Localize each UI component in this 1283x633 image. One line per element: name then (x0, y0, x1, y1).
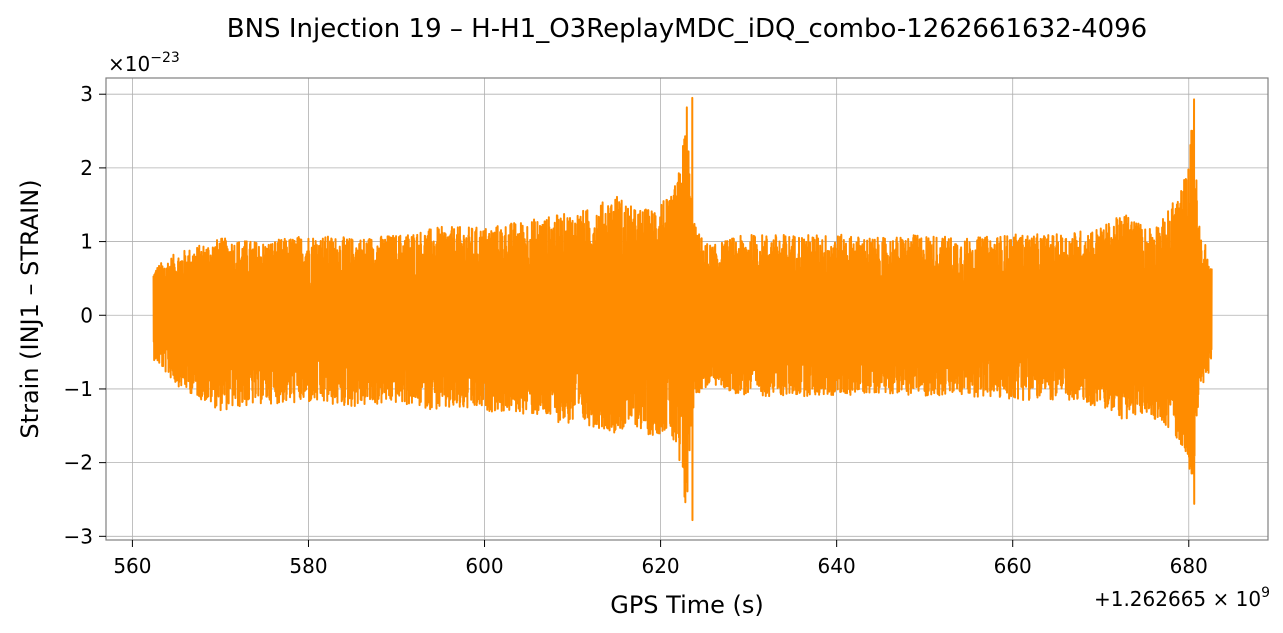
x-tick-label: 680 (1170, 554, 1208, 578)
x-tick-label: 620 (641, 554, 679, 578)
y-tick-label: 0 (80, 303, 93, 327)
y-tick-label: 2 (80, 156, 93, 180)
y-tick-label: −3 (64, 524, 93, 548)
x-offset-label: +1.262665 × 109 (1094, 585, 1270, 611)
x-offset-base: +1.262665 × 10 (1094, 587, 1261, 611)
series-group (152, 96, 1213, 522)
x-tick-label: 580 (289, 554, 327, 578)
x-tick-label: 560 (113, 554, 151, 578)
axes-frame (105, 77, 1269, 541)
y-tick-label: 3 (80, 82, 93, 106)
x-tick-label: 600 (465, 554, 503, 578)
x-offset-exponent: 9 (1261, 585, 1270, 601)
x-axis-label: GPS Time (s) (610, 591, 764, 619)
x-tick-label: 640 (818, 554, 856, 578)
y-tick-label: −2 (64, 451, 93, 475)
y-axis-label: Strain (INJ1 – STRAIN) (16, 179, 44, 438)
series-line (152, 96, 1213, 522)
y-scale-factor: ×10−23 (108, 50, 180, 76)
y-tick-label: −1 (64, 377, 93, 401)
x-tick-label: 660 (994, 554, 1032, 578)
ticks: 560 580 600 620 640 660 680 −3 −2 −1 0 1 2 3 (64, 82, 1208, 578)
y-scale-base: ×10 (108, 52, 150, 76)
y-scale-exponent: −23 (150, 50, 180, 66)
chart-title: BNS Injection 19 – H-H1_O3ReplayMDC_iDQ_… (227, 14, 1147, 44)
y-tick-label: 1 (80, 230, 93, 254)
